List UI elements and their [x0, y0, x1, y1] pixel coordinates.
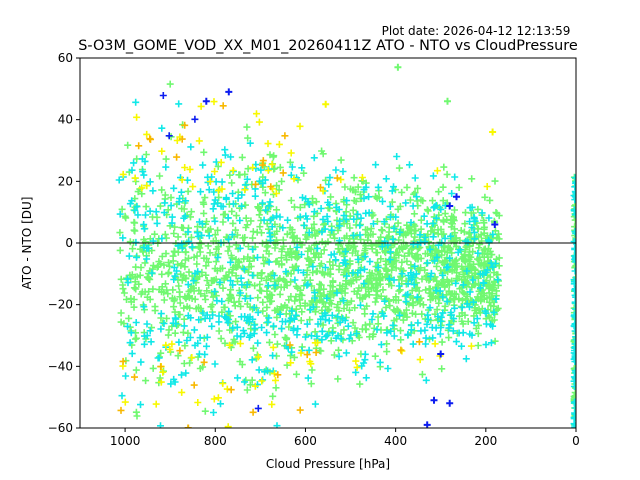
y-tick-label: −20: [48, 298, 73, 312]
data-point: [453, 193, 460, 201]
data-point: [322, 100, 330, 108]
x-tick-label: 0: [572, 434, 580, 448]
data-point: [491, 221, 499, 228]
data-point: [446, 399, 454, 407]
data-point: [430, 396, 438, 404]
highlighted-points: [184, 63, 499, 428]
data-point: [394, 63, 402, 71]
scatter-points: [115, 80, 576, 428]
data-point: [444, 97, 451, 105]
scatter-series-cyan: [115, 98, 576, 428]
x-axis-ticks: 1000 800 600 400 200 0: [110, 428, 580, 448]
y-tick-label: 60: [58, 51, 73, 65]
x-tick-label: 400: [384, 434, 407, 448]
y-axis-ticks: −60 −40 −20 0 20 40 60: [48, 51, 80, 435]
y-tick-label: 0: [65, 236, 73, 250]
chart-title: S-O3M_GOME_VOD_XX_M01_20260411Z ATO - NT…: [78, 38, 578, 54]
x-tick-label: 600: [294, 434, 317, 448]
data-point: [202, 97, 210, 105]
y-axis-label: ATO - NTO [DU]: [20, 197, 34, 290]
data-point: [446, 202, 454, 210]
x-tick-label: 200: [474, 434, 497, 448]
data-point: [225, 88, 233, 96]
data-point: [423, 421, 431, 428]
x-tick-label: 800: [204, 434, 227, 448]
data-point: [184, 424, 192, 428]
y-tick-label: −40: [48, 359, 73, 373]
y-tick-label: 20: [58, 174, 73, 188]
scatter-series-yellow: [119, 98, 491, 428]
plot-date-label: Plot date: 2026-04-12 12:13:59: [382, 24, 571, 38]
y-tick-label: −60: [48, 421, 73, 435]
scatter-series-orange: [117, 102, 423, 416]
y-tick-label: 40: [58, 113, 73, 127]
data-point: [437, 350, 445, 358]
x-tick-label: 1000: [110, 434, 141, 448]
x-axis-label: Cloud Pressure [hPa]: [266, 457, 390, 471]
data-point: [489, 128, 497, 136]
scatter-series-blue: [159, 92, 262, 412]
